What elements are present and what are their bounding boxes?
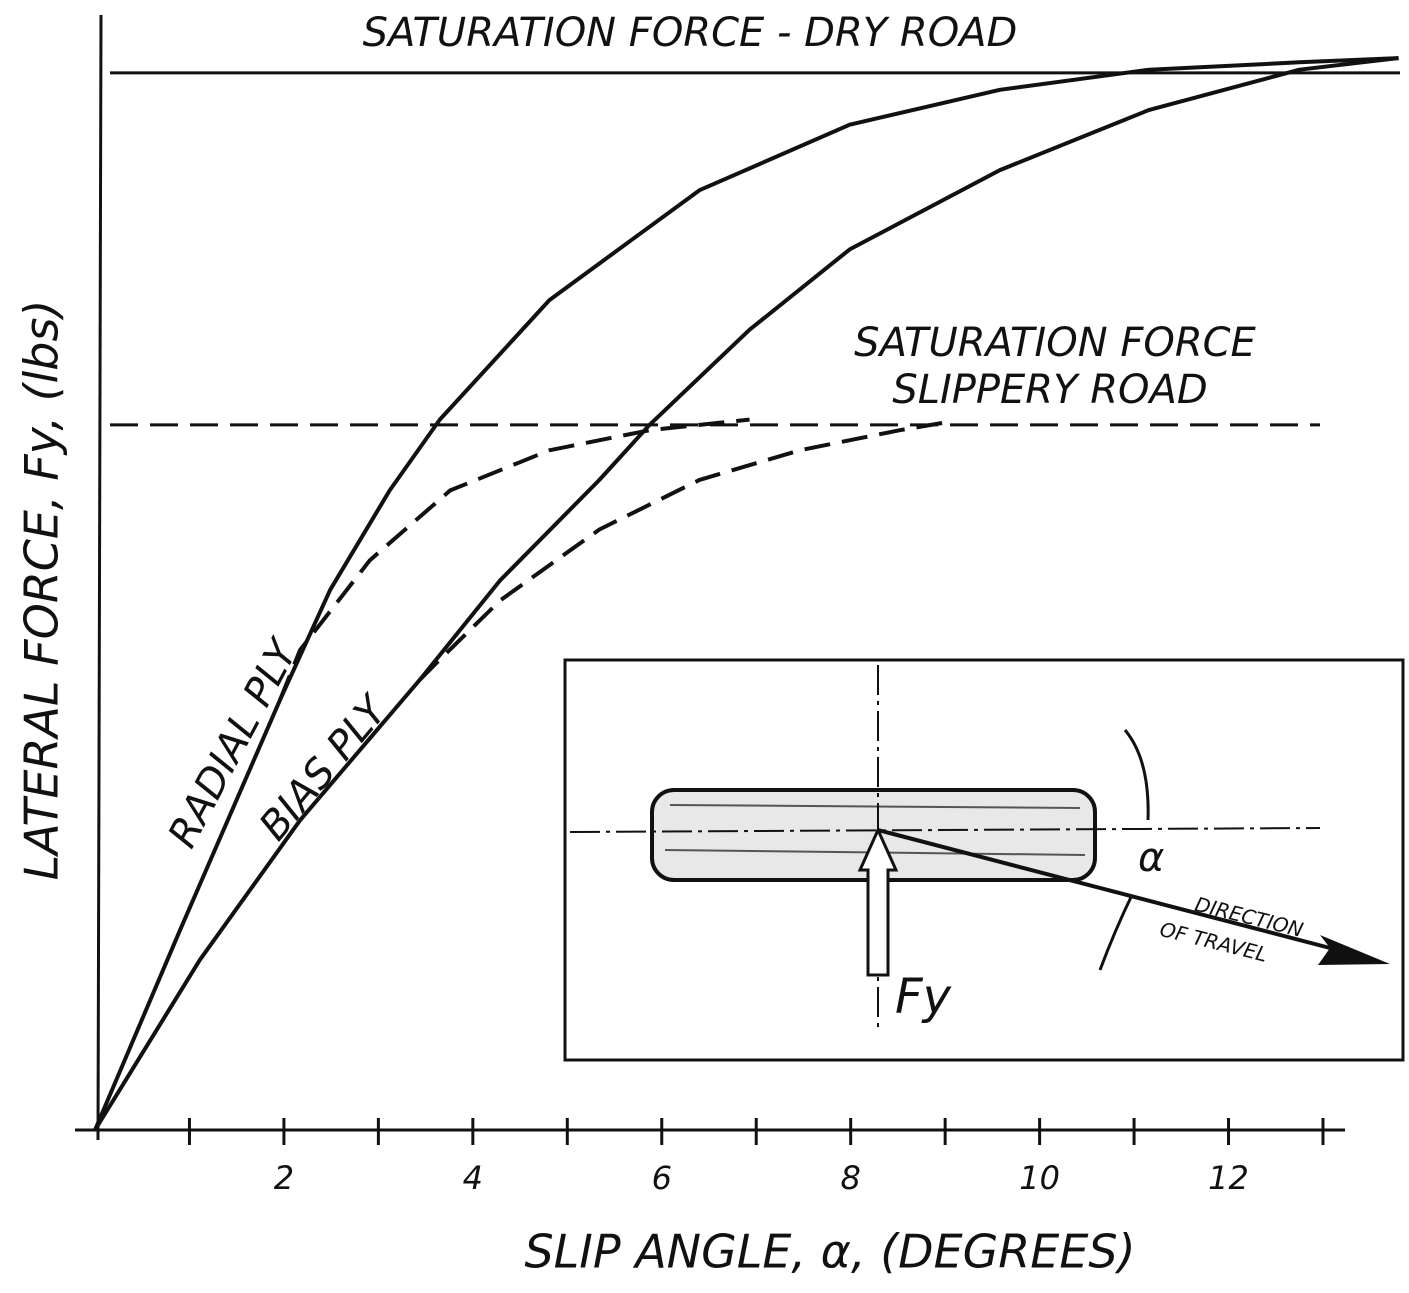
annotation: SATURATION FORCE: [854, 320, 1256, 366]
angle-label: α: [1138, 835, 1164, 881]
x-tick-label: 6: [652, 1159, 672, 1197]
background: [0, 0, 1409, 1293]
x-tick-label: 12: [1208, 1159, 1249, 1197]
annotation: SATURATION FORCE - DRY ROAD: [363, 10, 1018, 56]
x-tick-label: 2: [274, 1159, 294, 1197]
x-tick-label: 4: [463, 1159, 483, 1197]
force-label: Fy: [895, 969, 952, 1025]
chart: SLIP ANGLE, α, (DEGREES) LATERAL FORCE, …: [0, 0, 1409, 1293]
x-tick-label: 10: [1019, 1159, 1060, 1197]
y-axis-label: LATERAL FORCE, Fy, (lbs): [15, 300, 69, 881]
x-tick-label: 8: [841, 1159, 861, 1197]
x-axis-label: SLIP ANGLE, α, (DEGREES): [524, 1225, 1135, 1279]
annotation: SLIPPERY ROAD: [892, 367, 1207, 413]
